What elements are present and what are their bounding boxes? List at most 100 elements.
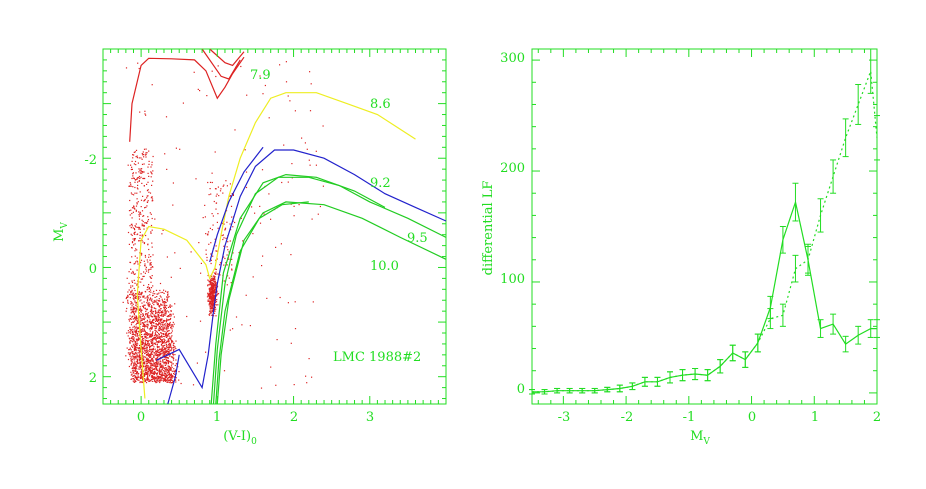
lf-y-tick-label: 100 xyxy=(500,272,525,287)
star-point xyxy=(156,338,158,340)
star-point xyxy=(158,292,160,294)
star-point xyxy=(168,330,170,332)
star-point xyxy=(137,322,139,324)
star-point xyxy=(150,166,152,168)
star-point xyxy=(131,217,133,219)
star-point xyxy=(130,233,132,235)
star-point xyxy=(132,378,135,380)
star-point xyxy=(157,353,159,355)
star-point xyxy=(133,357,135,359)
star-point xyxy=(156,365,159,368)
star-point xyxy=(306,382,308,384)
star-point xyxy=(163,301,165,303)
star-point xyxy=(167,360,169,362)
star-point xyxy=(130,360,132,362)
star-point xyxy=(149,297,152,299)
star-point xyxy=(229,183,231,185)
star-point xyxy=(147,297,149,299)
star-point xyxy=(211,277,213,279)
star-point xyxy=(134,366,136,368)
star-point xyxy=(141,347,143,349)
star-point xyxy=(158,370,160,372)
star-point xyxy=(160,350,162,353)
star-point xyxy=(132,321,134,324)
star-point xyxy=(143,366,145,368)
star-point xyxy=(130,293,132,295)
star-point xyxy=(147,376,149,378)
star-point xyxy=(173,345,175,347)
star-point xyxy=(147,244,149,246)
star-point xyxy=(165,348,167,350)
star-point xyxy=(131,241,134,243)
star-point xyxy=(164,356,166,358)
lf-x-tick-label: 1 xyxy=(811,410,819,425)
star-point xyxy=(129,214,131,216)
star-point xyxy=(168,335,170,337)
star-point xyxy=(170,373,172,375)
star-point xyxy=(145,372,147,374)
star-point xyxy=(156,361,158,363)
star-point xyxy=(150,213,152,215)
star-point xyxy=(174,373,176,375)
star-point xyxy=(218,195,220,197)
star-point xyxy=(143,307,145,309)
star-point xyxy=(138,291,140,293)
star-point xyxy=(147,323,149,325)
star-point xyxy=(210,302,212,304)
star-point xyxy=(134,368,136,370)
star-point xyxy=(216,291,218,293)
star-point xyxy=(145,363,147,365)
star-point xyxy=(261,169,264,171)
star-point xyxy=(210,262,212,265)
star-point xyxy=(151,360,154,362)
star-point xyxy=(149,259,151,261)
star-point xyxy=(240,65,242,68)
star-point xyxy=(155,301,157,303)
star-point xyxy=(140,317,142,319)
star-point xyxy=(210,310,212,312)
star-point xyxy=(151,365,153,367)
star-point xyxy=(147,295,149,297)
star-point xyxy=(154,363,156,365)
star-point xyxy=(160,378,162,380)
star-point xyxy=(168,345,170,347)
star-point xyxy=(129,326,131,329)
star-point xyxy=(159,295,161,297)
star-point xyxy=(155,354,157,357)
star-point xyxy=(171,305,173,307)
star-point xyxy=(130,303,132,305)
star-point xyxy=(170,336,172,338)
star-point xyxy=(171,366,173,368)
star-point xyxy=(232,252,234,254)
star-point xyxy=(210,290,212,292)
star-point xyxy=(144,370,146,372)
star-point xyxy=(173,349,175,351)
star-point xyxy=(146,195,148,197)
star-point xyxy=(162,359,164,361)
star-point xyxy=(157,329,159,331)
star-point xyxy=(147,238,149,240)
star-point xyxy=(144,341,146,343)
star-point xyxy=(164,352,166,354)
star-point xyxy=(126,307,128,310)
star-point xyxy=(147,366,149,368)
star-point xyxy=(151,173,153,175)
star-point xyxy=(211,275,213,277)
star-point xyxy=(142,220,144,223)
star-point xyxy=(145,344,147,346)
star-point xyxy=(135,293,137,295)
star-point xyxy=(130,349,132,351)
star-point xyxy=(213,294,215,296)
star-point xyxy=(128,332,130,334)
star-point xyxy=(151,310,153,312)
star-point xyxy=(138,228,140,230)
star-point xyxy=(160,325,163,328)
star-point xyxy=(133,364,135,366)
star-point xyxy=(163,352,165,354)
star-point xyxy=(225,180,227,182)
star-point xyxy=(224,229,226,231)
star-point xyxy=(145,154,147,156)
star-point xyxy=(133,238,136,240)
star-point xyxy=(147,327,149,329)
star-point xyxy=(160,380,162,382)
